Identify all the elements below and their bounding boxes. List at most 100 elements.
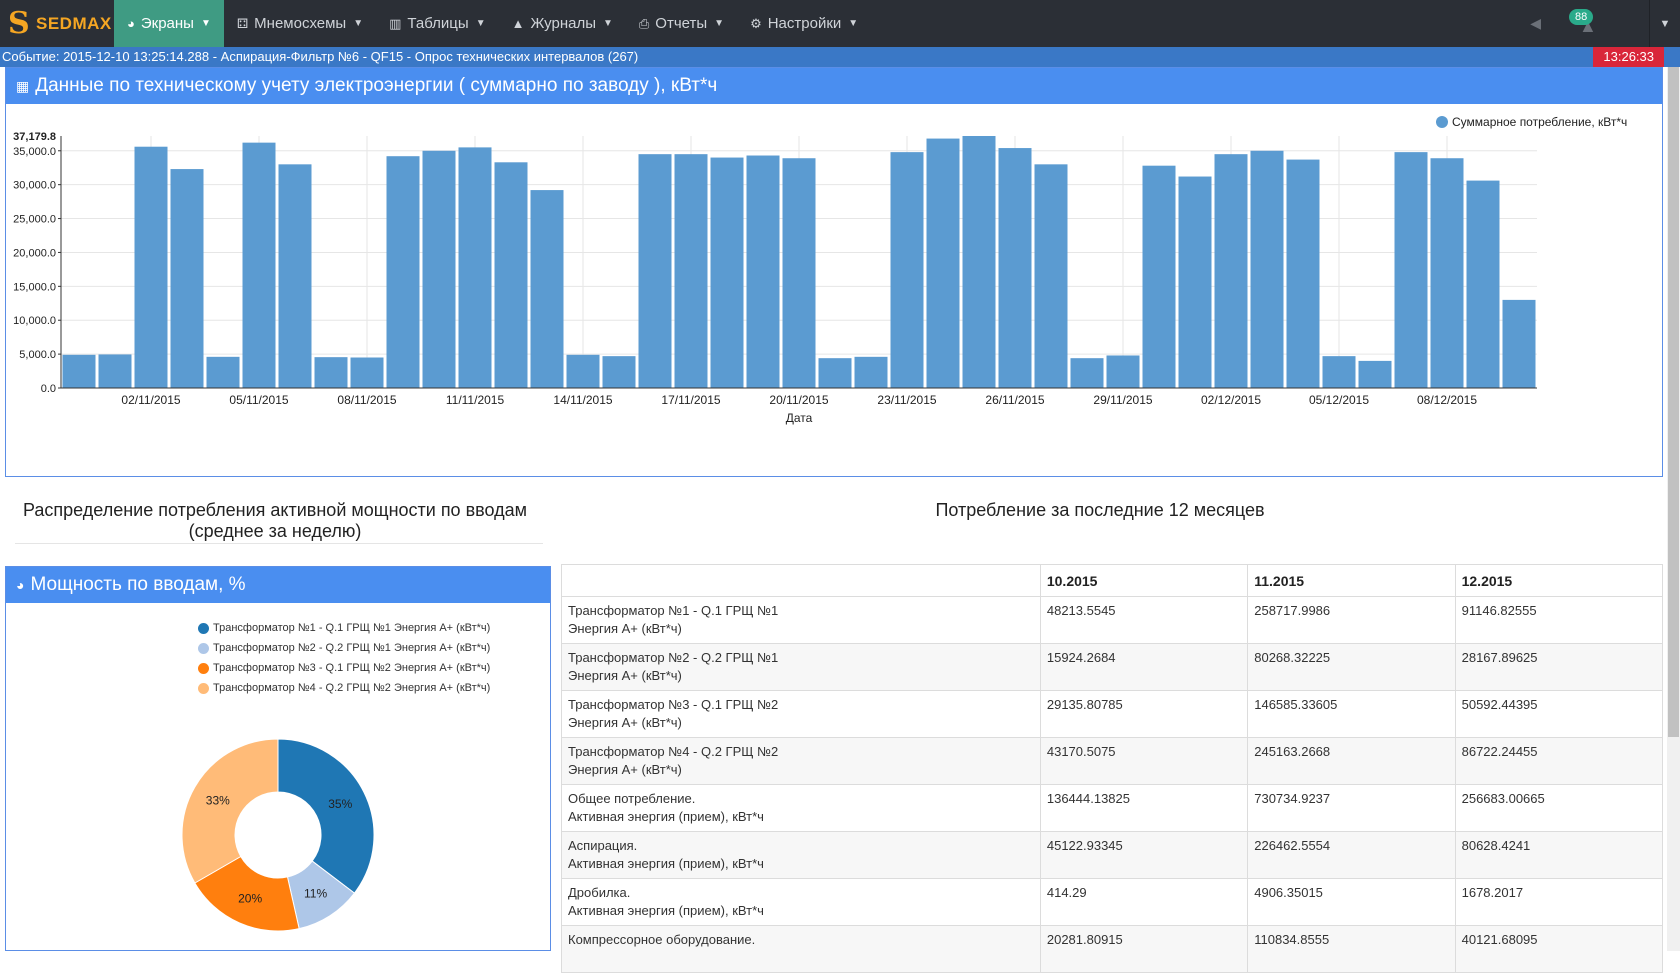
legend-swatch [198, 622, 209, 634]
nav-item-1[interactable]: ⚃ Мнемосхемы ▼ [224, 0, 376, 47]
x-tick-label: 11/11/2015 [446, 393, 505, 407]
bar [278, 164, 312, 388]
value-cell: 40121.68095 [1454, 925, 1664, 973]
x-tick-label: 26/11/2015 [985, 393, 1044, 407]
logo[interactable]: S SEDMAX [0, 0, 114, 47]
bar [998, 148, 1032, 388]
table-row: Трансформатор №2 - Q.2 ГРЩ №1 Энергия А+ … [561, 643, 1664, 691]
x-tick-label: 29/11/2015 [1093, 393, 1152, 407]
event-bar: Событие: 2015-12-10 13:25:14.288 - Аспир… [0, 47, 1680, 67]
row-name-cell: Дробилка. Активная энергия (прием), кВт*ч [561, 878, 1041, 926]
sitemap-icon: ⚃ [236, 15, 249, 31]
event-text[interactable]: Событие: 2015-12-10 13:25:14.288 - Аспир… [2, 49, 639, 64]
bar [674, 154, 708, 388]
value-cell: 50592.44395 [1454, 690, 1664, 738]
bar [1250, 150, 1284, 388]
nav-item-4[interactable]: ⎙ Отчеты ▼ [626, 0, 737, 47]
legend-label: Трансформатор №3 - Q.1 ГРЩ №2 Энергия А+… [213, 662, 491, 674]
x-tick-label: 20/11/2015 [769, 393, 828, 407]
chevron-down-icon: ▼ [475, 18, 486, 29]
bar [134, 146, 168, 388]
bar [1214, 154, 1248, 388]
alarm-count-badge: 88 [1569, 8, 1594, 25]
row-name-line2: Активная энергия (прием), кВт*ч [568, 809, 764, 824]
bar [1178, 176, 1212, 388]
row-name-cell: Трансформатор №4 - Q.2 ГРЩ №2 Энергия А+ … [561, 737, 1041, 785]
table-header-month[interactable]: 10.2015 [1039, 564, 1249, 597]
user-menu-chevron-icon[interactable]: ▼ [1659, 17, 1671, 30]
nav-item-3[interactable]: ▲ Журналы ▼ [499, 0, 626, 47]
alarm-indicator[interactable]: ▲ 88 [1569, 8, 1609, 39]
nav-item-label: Журналы [530, 15, 596, 32]
row-name-line1: Дробилка. [568, 885, 631, 900]
x-tick-label: 05/11/2015 [229, 393, 288, 407]
pie-legend-item[interactable]: Трансформатор №1 - Q.1 ГРЩ №1 Энергия А+… [198, 622, 490, 634]
clock: 13:26:33 [1593, 47, 1664, 67]
dashboard-icon: ◕ [127, 16, 135, 31]
volume-icon[interactable]: ◀ [1530, 15, 1541, 31]
scrollbar-thumb[interactable] [1668, 67, 1679, 737]
row-name-cell: Трансформатор №1 - Q.1 ГРЩ №1 Энергия А+ … [561, 596, 1041, 644]
bar [314, 357, 348, 388]
pie-slice[interactable] [277, 738, 375, 894]
pie-legend-item[interactable]: Трансформатор №3 - Q.1 ГРЩ №2 Энергия А+… [198, 662, 490, 674]
row-name-line1: Трансформатор №4 - Q.2 ГРЩ №2 [568, 744, 779, 759]
bar [386, 156, 420, 388]
pie-slice[interactable] [194, 855, 300, 932]
pie-legend-item[interactable]: Трансформатор №2 - Q.2 ГРЩ №1 Энергия А+… [198, 642, 490, 654]
table-header-month[interactable]: 11.2015 [1247, 564, 1456, 597]
pie-slice[interactable] [181, 738, 279, 884]
value-cell: 29135.80785 [1039, 690, 1249, 738]
bar [458, 147, 492, 388]
table-header-month[interactable]: 12.2015 [1454, 564, 1664, 597]
energy-panel-title: Данные по техническому учету электроэнер… [35, 75, 718, 96]
row-name-line1: Трансформатор №3 - Q.1 ГРЩ №2 [568, 697, 779, 712]
value-cell: 414.29 [1039, 878, 1249, 926]
value-cell: 45122.93345 [1039, 831, 1249, 879]
bar [890, 152, 924, 388]
bar [926, 138, 960, 388]
power-panel-title: Мощность по вводам, % [30, 574, 246, 595]
bar [62, 354, 96, 388]
nav-item-label: Таблицы [407, 15, 469, 32]
bar [818, 358, 852, 388]
section-divider [15, 543, 543, 544]
top-navbar: S SEDMAX ◕ Экраны ▼ ⚃ Мнемосхемы ▼ ▥ Таблицы ▼ ▲ Ж… [0, 0, 1680, 47]
bar [242, 142, 276, 388]
pie-slice-label: 33% [206, 793, 230, 807]
warning-icon: ▲ [511, 16, 525, 31]
nav-item-0[interactable]: ◕ Экраны ▼ [114, 0, 224, 47]
bar [170, 169, 204, 388]
y-tick-label: 20,000.0 [13, 247, 56, 259]
bar [1430, 158, 1464, 388]
pie-legend-item[interactable]: Трансформатор №4 - Q.2 ГРЩ №2 Энергия А+… [198, 682, 490, 694]
pie-slice-label: 11% [304, 886, 327, 900]
bar-chart-icon: ▥ [389, 15, 402, 31]
x-tick-label: 02/12/2015 [1201, 393, 1261, 407]
bar [1358, 360, 1392, 388]
legend-label: Трансформатор №1 - Q.1 ГРЩ №1 Энергия А+… [213, 622, 491, 634]
pie-slice-label: 35% [328, 797, 352, 811]
bar [782, 158, 816, 388]
row-name-line1: Общее потребление. [568, 791, 696, 806]
x-tick-label: 08/12/2015 [1417, 393, 1477, 407]
bar [638, 154, 672, 388]
nav-item-2[interactable]: ▥ Таблицы ▼ [376, 0, 498, 47]
value-cell: 730734.9237 [1247, 784, 1456, 832]
x-tick-label: 17/11/2015 [661, 393, 720, 407]
nav-item-label: Мнемосхемы [254, 15, 347, 32]
legend-label: Трансформатор №2 - Q.2 ГРЩ №1 Энергия А+… [213, 642, 491, 654]
x-tick-label: 14/11/2015 [553, 393, 612, 407]
monthly-section-title: Потребление за последние 12 месяцев [935, 500, 1265, 520]
x-tick-label: 23/11/2015 [877, 393, 936, 407]
legend-swatch [1436, 116, 1448, 128]
table-header-row: 10.2015 11.2015 12.2015 [561, 564, 1664, 597]
row-name-cell: Трансформатор №3 - Q.1 ГРЩ №2 Энергия А+ … [561, 690, 1041, 738]
y-tick-label: 30,000.0 [13, 180, 56, 192]
power-panel: ◕ Мощность по вводам, % Трансформатор №1… [5, 566, 551, 951]
navbar-right: ◀ ▲ 88 ▼ [1530, 0, 1680, 47]
bar [1466, 180, 1500, 388]
logo-mark-icon: S [8, 5, 30, 41]
bar [422, 150, 456, 388]
nav-item-5[interactable]: ⚙ Настройки ▼ [737, 0, 871, 47]
